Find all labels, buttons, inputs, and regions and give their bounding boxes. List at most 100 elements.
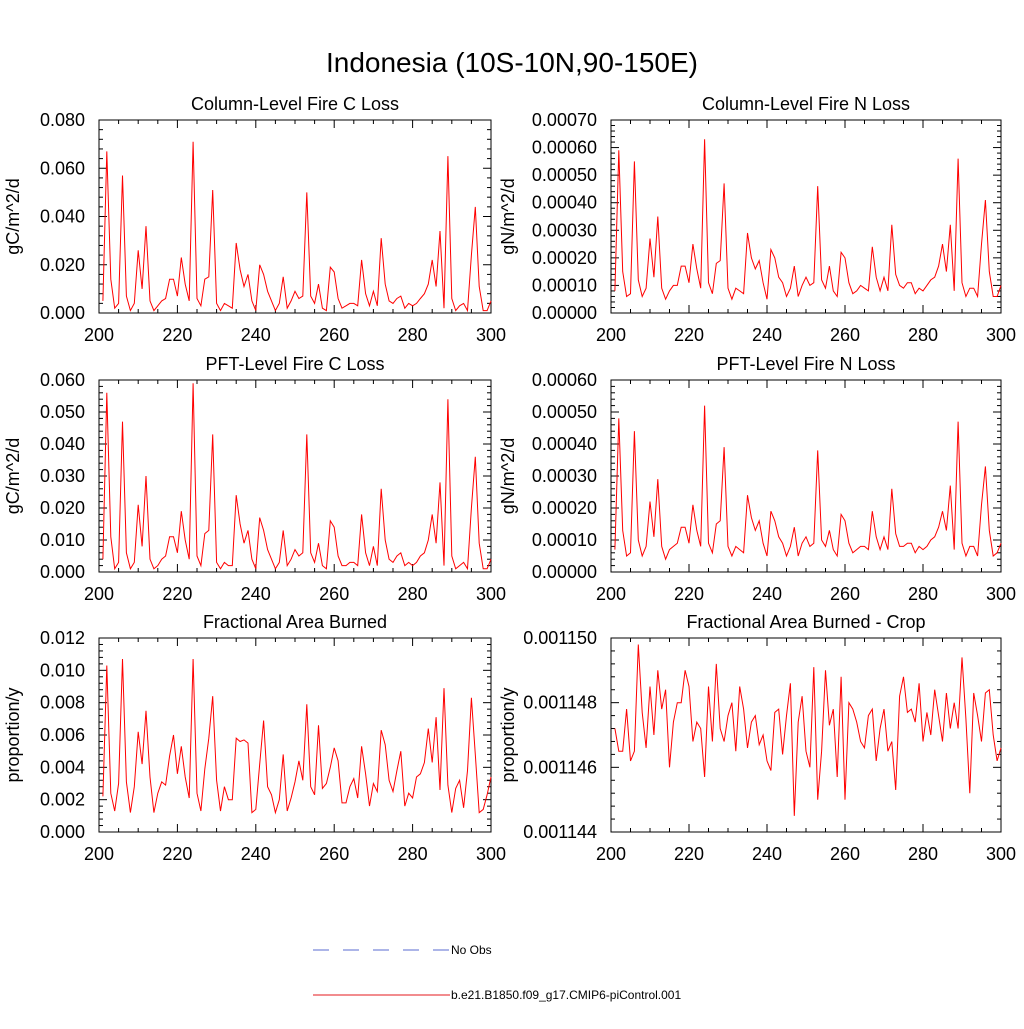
y-tick-label: 0.00070 bbox=[532, 110, 597, 130]
y-tick-label: 0.020 bbox=[40, 255, 85, 275]
y-tick-label: 0.010 bbox=[40, 530, 85, 550]
y-axis-label: gN/m^2/d bbox=[498, 178, 518, 254]
y-tick-label: 0.030 bbox=[40, 466, 85, 486]
y-tick-label: 0.001146 bbox=[523, 757, 597, 777]
y-tick-label: 0.040 bbox=[40, 434, 85, 454]
plot-frame bbox=[610, 637, 1002, 833]
y-tick-label: 0.00060 bbox=[532, 138, 597, 158]
panel-title: Fractional Area Burned bbox=[203, 612, 387, 632]
x-tick-label: 220 bbox=[674, 584, 704, 604]
y-tick-label: 0.00000 bbox=[532, 303, 597, 323]
y-tick-label: 0.000 bbox=[40, 562, 85, 582]
y-axis-label: proportion/y bbox=[498, 687, 518, 782]
y-axis-label: gN/m^2/d bbox=[498, 438, 518, 514]
x-tick-label: 300 bbox=[986, 325, 1016, 345]
y-tick-label: 0.00050 bbox=[532, 402, 597, 422]
y-tick-label: 0.002 bbox=[40, 790, 85, 810]
y-tick-label: 0.040 bbox=[40, 207, 85, 227]
x-tick-label: 200 bbox=[596, 844, 626, 864]
y-axis-label: gC/m^2/d bbox=[3, 178, 23, 254]
x-tick-label: 220 bbox=[162, 325, 192, 345]
series-line bbox=[102, 383, 492, 571]
x-tick-label: 200 bbox=[84, 325, 114, 345]
chart-panel-4: PFT-Level Fire N Loss gN/m^2/d 200 220 240 26… bbox=[498, 354, 1016, 604]
y-tick-label: 0.00010 bbox=[532, 530, 597, 550]
x-tick-label: 200 bbox=[84, 584, 114, 604]
chart-panel-2: Column-Level Fire N Loss gN/m^2/d 200 220 24… bbox=[498, 94, 1016, 345]
y-tick-label: 0.00010 bbox=[532, 275, 597, 295]
y-tick-label: 0.004 bbox=[40, 757, 85, 777]
panel-title: PFT-Level Fire N Loss bbox=[716, 354, 895, 374]
x-tick-label: 280 bbox=[908, 584, 938, 604]
x-tick-label: 200 bbox=[596, 584, 626, 604]
y-tick-label: 0.008 bbox=[40, 693, 85, 713]
panel-title: Fractional Area Burned - Crop bbox=[686, 612, 925, 632]
panel-title: PFT-Level Fire C Loss bbox=[205, 354, 384, 374]
legend-model-label: b.e21.B1850.f09_g17.CMIP6-piControl.001 bbox=[451, 988, 681, 1002]
x-tick-label: 260 bbox=[319, 325, 349, 345]
figure-title: Indonesia (10S-10N,90-150E) bbox=[326, 47, 698, 78]
x-tick-label: 240 bbox=[241, 325, 271, 345]
y-tick-label: 0.00030 bbox=[532, 466, 597, 486]
panel-title: Column-Level Fire N Loss bbox=[702, 94, 910, 114]
x-tick-label: 260 bbox=[319, 844, 349, 864]
panel-title: Column-Level Fire C Loss bbox=[191, 94, 399, 114]
x-tick-label: 240 bbox=[241, 584, 271, 604]
x-tick-label: 240 bbox=[752, 584, 782, 604]
x-tick-label: 260 bbox=[830, 325, 860, 345]
y-tick-label: 0.060 bbox=[40, 158, 85, 178]
y-tick-label: 0.00000 bbox=[532, 562, 597, 582]
panels-group: Column-Level Fire C Loss gC/m^2/d 200 220 24… bbox=[3, 94, 1016, 864]
x-tick-label: 220 bbox=[674, 844, 704, 864]
y-tick-label: 0.00050 bbox=[532, 165, 597, 185]
chart-panel-3: PFT-Level Fire C Loss gC/m^2/d 200 220 240 26… bbox=[3, 354, 506, 604]
plot-frame bbox=[98, 379, 492, 573]
x-tick-label: 220 bbox=[162, 584, 192, 604]
plot-frame bbox=[98, 637, 492, 833]
x-tick-label: 300 bbox=[986, 844, 1016, 864]
series-line bbox=[614, 139, 1002, 301]
x-tick-label: 280 bbox=[908, 325, 938, 345]
y-axis-label: proportion/y bbox=[3, 687, 23, 782]
x-tick-label: 260 bbox=[830, 844, 860, 864]
legend: No Obs b.e21.B1850.f09_g17.CMIP6-piContr… bbox=[313, 943, 681, 1002]
y-tick-label: 0.000 bbox=[40, 303, 85, 323]
x-tick-label: 240 bbox=[752, 325, 782, 345]
chart-panel-5: Fractional Area Burned proportion/y 200 220… bbox=[3, 612, 506, 864]
x-tick-label: 280 bbox=[908, 844, 938, 864]
plot-frame bbox=[610, 119, 1002, 314]
x-tick-label: 260 bbox=[830, 584, 860, 604]
x-tick-label: 220 bbox=[162, 844, 192, 864]
x-tick-label: 280 bbox=[398, 584, 428, 604]
y-tick-label: 0.001148 bbox=[523, 693, 597, 713]
y-tick-label: 0.00020 bbox=[532, 498, 597, 518]
y-tick-label: 0.001144 bbox=[523, 822, 597, 842]
y-tick-label: 0.020 bbox=[40, 498, 85, 518]
y-tick-label: 0.080 bbox=[40, 110, 85, 130]
y-tick-label: 0.001150 bbox=[523, 628, 597, 648]
x-tick-label: 300 bbox=[476, 584, 506, 604]
series-line bbox=[614, 405, 1002, 561]
x-tick-label: 240 bbox=[752, 844, 782, 864]
series-line bbox=[102, 658, 492, 815]
x-tick-label: 300 bbox=[476, 844, 506, 864]
y-tick-label: 0.00040 bbox=[532, 193, 597, 213]
x-tick-label: 300 bbox=[986, 584, 1016, 604]
x-tick-label: 200 bbox=[84, 844, 114, 864]
y-tick-label: 0.00030 bbox=[532, 220, 597, 240]
y-axis-label: gC/m^2/d bbox=[3, 438, 23, 514]
y-tick-label: 0.00060 bbox=[532, 370, 597, 390]
chart-panel-1: Column-Level Fire C Loss gC/m^2/d 200 220 24… bbox=[3, 94, 506, 345]
y-tick-label: 0.050 bbox=[40, 402, 85, 422]
plot-frame bbox=[98, 119, 492, 314]
y-tick-label: 0.00040 bbox=[532, 434, 597, 454]
x-tick-label: 220 bbox=[674, 325, 704, 345]
plot-frame bbox=[610, 379, 1002, 573]
x-tick-label: 240 bbox=[241, 844, 271, 864]
x-tick-label: 260 bbox=[319, 584, 349, 604]
y-tick-label: 0.00020 bbox=[532, 248, 597, 268]
y-tick-label: 0.012 bbox=[40, 628, 85, 648]
y-tick-label: 0.060 bbox=[40, 370, 85, 390]
